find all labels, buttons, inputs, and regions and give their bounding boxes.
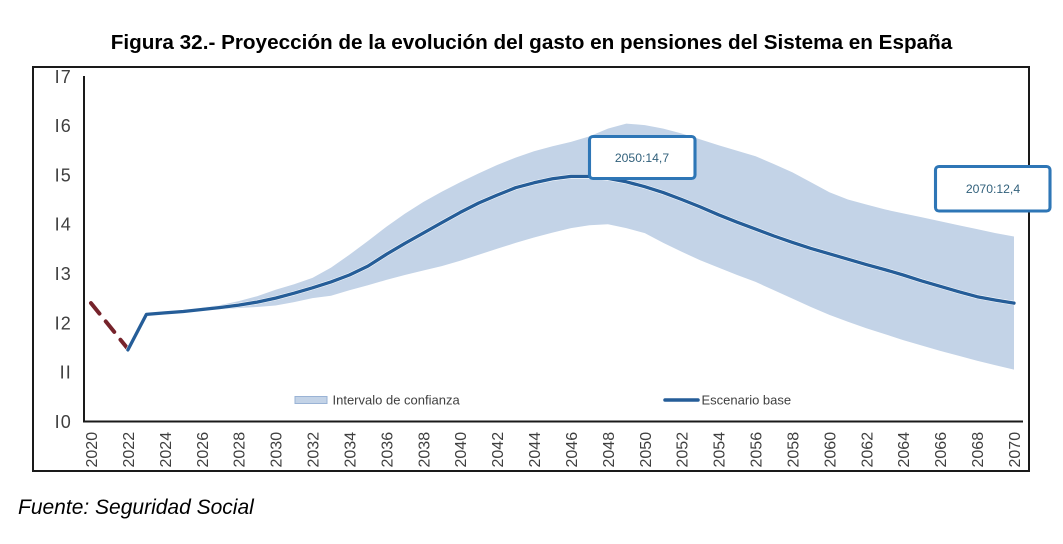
svg-text:I3: I3: [55, 264, 72, 284]
svg-text:2070:12,4: 2070:12,4: [966, 182, 1020, 196]
svg-text:2046: 2046: [564, 432, 581, 468]
svg-text:2032: 2032: [306, 432, 323, 468]
svg-text:2044: 2044: [527, 432, 544, 468]
svg-text:2050:14,7: 2050:14,7: [615, 151, 669, 165]
svg-text:I0: I0: [55, 412, 72, 432]
svg-text:2040: 2040: [453, 432, 470, 468]
svg-text:I7: I7: [55, 67, 72, 87]
svg-text:2050: 2050: [638, 432, 655, 468]
svg-text:2030: 2030: [269, 432, 286, 468]
svg-text:Escenario base: Escenario base: [702, 393, 792, 408]
svg-text:2054: 2054: [712, 432, 729, 468]
svg-text:2028: 2028: [232, 432, 249, 468]
svg-text:2058: 2058: [786, 432, 803, 468]
svg-text:2036: 2036: [379, 432, 396, 468]
svg-text:2026: 2026: [195, 432, 212, 468]
svg-text:2048: 2048: [601, 432, 618, 468]
svg-text:2034: 2034: [342, 432, 359, 468]
svg-text:2064: 2064: [896, 432, 913, 468]
svg-text:Intervalo de confianza: Intervalo de confianza: [333, 393, 461, 408]
svg-text:I5: I5: [55, 165, 72, 185]
svg-text:2060: 2060: [822, 432, 839, 468]
svg-text:2052: 2052: [675, 432, 692, 468]
svg-text:2042: 2042: [490, 432, 507, 468]
svg-text:I2: I2: [55, 313, 72, 333]
svg-text:2020: 2020: [84, 432, 101, 468]
svg-text:2038: 2038: [416, 432, 433, 468]
svg-text:2066: 2066: [933, 432, 950, 468]
svg-text:2056: 2056: [749, 432, 766, 468]
svg-text:II: II: [60, 363, 72, 383]
svg-text:2062: 2062: [859, 432, 876, 468]
svg-text:2024: 2024: [158, 432, 175, 468]
svg-text:I4: I4: [55, 215, 72, 235]
svg-text:2022: 2022: [121, 432, 138, 468]
svg-text:2070: 2070: [1007, 432, 1024, 468]
svg-text:I6: I6: [55, 116, 72, 136]
svg-text:2068: 2068: [970, 432, 987, 468]
